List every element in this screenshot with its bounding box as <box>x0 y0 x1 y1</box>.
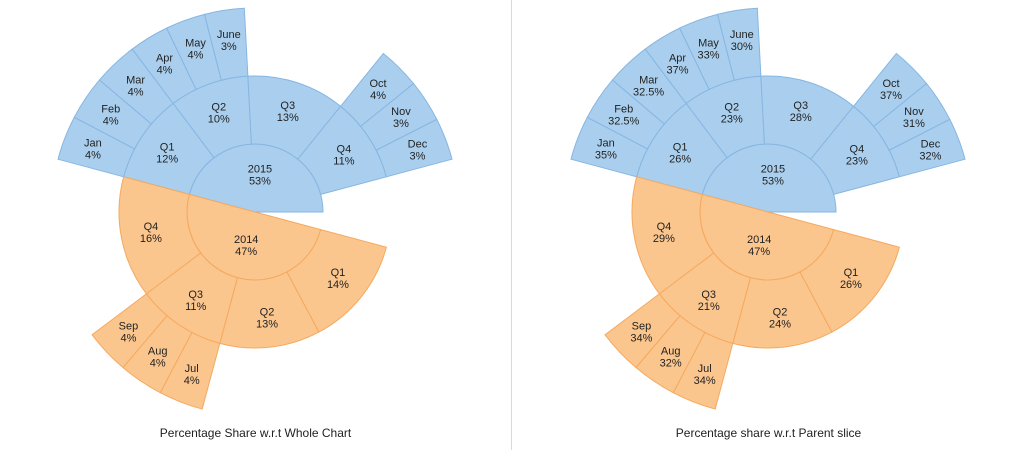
year-label: 2014 47% <box>234 234 258 258</box>
month-label: Feb 32.5% <box>608 104 639 128</box>
quarter-label: Q3 28% <box>790 100 812 124</box>
year-label: 2015 53% <box>761 163 785 187</box>
quarter-slice-2014-Q4[interactable] <box>118 176 202 295</box>
month-label: Mar 32.5% <box>633 74 664 98</box>
chart-caption: Percentage share w.r.t Parent slice <box>675 426 862 440</box>
quarter-label: Q2 13% <box>256 306 278 330</box>
month-label: Aug 4% <box>148 345 168 369</box>
year-label: 2014 47% <box>747 234 771 258</box>
year-label: 2015 53% <box>248 163 272 187</box>
quarter-label: Q1 14% <box>327 267 349 291</box>
month-slice-Dec[interactable] <box>888 118 966 178</box>
sunburst-chart-whole: 2015 53% Q1 12% Jan 4% Feb 4% Mar 4% Q2 10% Apr 4% May… <box>57 7 453 410</box>
quarter-label: Q3 21% <box>698 289 720 313</box>
month-label: Nov 3% <box>391 106 411 130</box>
month-label: May 4% <box>185 37 206 61</box>
quarter-slice-2014-Q4[interactable] <box>631 176 715 295</box>
month-slice-Dec[interactable] <box>375 118 453 178</box>
month-label: May 33% <box>697 37 719 61</box>
right-chart-panel: 2015 53% Q1 26% Jan 35% Feb 32.5% Mar 32.5% Q2 23% A… <box>513 0 1024 450</box>
month-label: Apr 4% <box>156 52 173 76</box>
quarter-label: Q1 12% <box>156 142 178 166</box>
month-label: Jul 34% <box>694 363 716 387</box>
quarter-label: Q1 26% <box>669 142 691 166</box>
quarter-label: Q4 16% <box>140 221 162 245</box>
quarter-label: Q4 29% <box>653 221 675 245</box>
quarter-label: Q2 24% <box>769 306 791 330</box>
month-label: Aug 32% <box>660 345 682 369</box>
month-label: June 30% <box>730 29 754 53</box>
quarter-label: Q1 26% <box>840 267 862 291</box>
month-label: June 3% <box>217 29 241 53</box>
left-chart-panel: 2015 53% Q1 12% Jan 4% Feb 4% Mar 4% Q2 10% Apr 4% May… <box>0 0 511 450</box>
month-label: Apr 37% <box>667 52 689 76</box>
month-label: Oct 37% <box>880 78 902 102</box>
month-label: Dec 32% <box>919 139 941 163</box>
quarter-label: Q2 10% <box>208 101 230 125</box>
quarter-label: Q4 11% <box>333 143 354 167</box>
month-label: Oct 4% <box>369 78 386 102</box>
month-label: Feb 4% <box>101 104 120 128</box>
month-label: Jan 35% <box>595 138 617 162</box>
quarter-label: Q3 13% <box>277 100 299 124</box>
month-label: Sep 34% <box>630 320 652 344</box>
panel-divider <box>511 0 512 450</box>
chart-caption: Percentage Share w.r.t Whole Chart <box>159 426 352 440</box>
month-label: Mar 4% <box>126 74 145 98</box>
quarter-label: Q3 11% <box>185 289 206 313</box>
month-label: Nov 31% <box>903 106 925 130</box>
sunburst-chart-parent: 2015 53% Q1 26% Jan 35% Feb 32.5% Mar 32.5% Q2 23% A… <box>570 7 966 410</box>
quarter-label: Q2 23% <box>721 101 743 125</box>
quarter-label: Q4 23% <box>846 143 868 167</box>
month-label: Jan 4% <box>84 138 102 162</box>
month-label: Sep 4% <box>119 320 139 344</box>
month-label: Dec 3% <box>408 139 428 163</box>
month-label: Jul 4% <box>184 363 200 387</box>
